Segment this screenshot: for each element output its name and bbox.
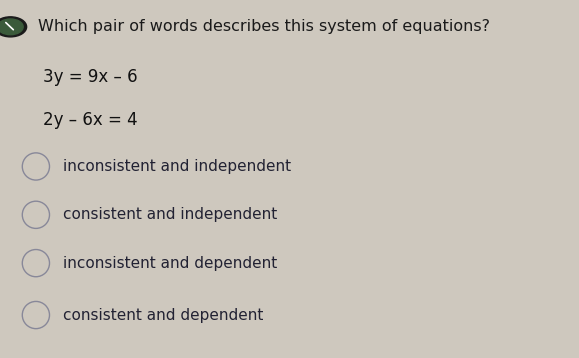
Text: Which pair of words describes this system of equations?: Which pair of words describes this syste… [38,19,490,34]
Text: 2y – 6x = 4: 2y – 6x = 4 [43,111,138,129]
Text: inconsistent and independent: inconsistent and independent [63,159,291,174]
Text: inconsistent and dependent: inconsistent and dependent [63,256,277,271]
Circle shape [0,17,27,37]
Text: consistent and independent: consistent and independent [63,207,277,222]
Text: 3y = 9x – 6: 3y = 9x – 6 [43,68,138,86]
Text: consistent and dependent: consistent and dependent [63,308,263,323]
Circle shape [0,19,23,35]
